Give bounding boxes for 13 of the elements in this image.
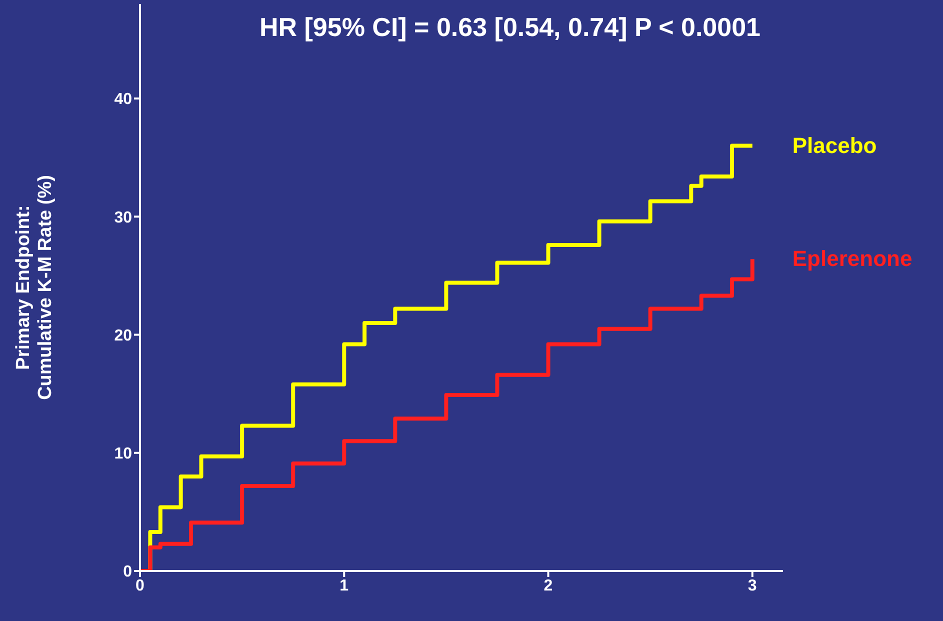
y-tick-label: 0 <box>123 564 132 581</box>
series-label: Eplerenone <box>792 246 912 272</box>
x-tick-label: 0 <box>136 577 145 594</box>
y-tick-label: 30 <box>114 209 132 226</box>
y-axis-title: Primary Endpoint: Cumulative K-M Rate (%) <box>13 175 56 400</box>
x-tick-label: 2 <box>544 577 553 594</box>
x-tick-label: 3 <box>748 577 757 594</box>
y-tick-label: 40 <box>114 91 132 108</box>
series-label: Placebo <box>792 132 877 158</box>
x-tick-label: 1 <box>340 577 349 594</box>
chart-title: HR [95% CI] = 0.63 [0.54, 0.74] P < 0.0001 <box>258 12 762 43</box>
y-tick-label: 20 <box>114 327 132 344</box>
y-tick-label: 10 <box>114 446 132 463</box>
